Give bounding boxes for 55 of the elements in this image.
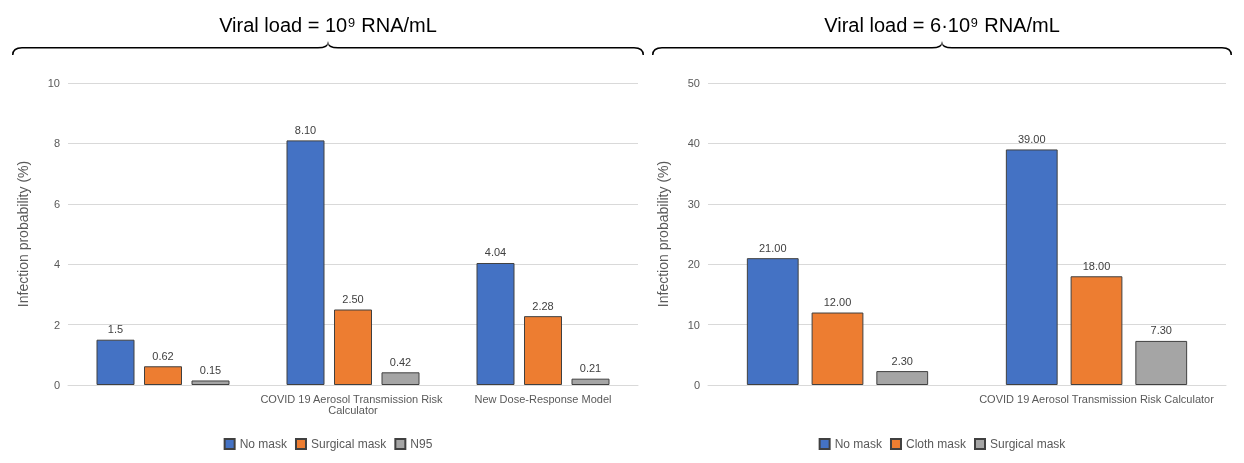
- legend-label: No mask: [239, 437, 288, 451]
- y-tick-label: 8: [53, 137, 60, 150]
- y-tick-label: 50: [687, 77, 700, 89]
- chart-title: Viral load = 6·10⁹ RNA/mL: [824, 14, 1060, 36]
- data-label: 2.50: [342, 293, 364, 305]
- data-label: 0.21: [579, 362, 602, 375]
- bar: [476, 262, 515, 385]
- y-tick-label: 4: [53, 258, 60, 271]
- y-tick-label: 0: [693, 379, 700, 391]
- y-tick-label: 40: [687, 137, 700, 150]
- y-tick-label: 10: [47, 77, 60, 89]
- chart-title: Viral load = 10⁹ RNA/mL: [219, 14, 437, 36]
- y-tick-label: 30: [687, 197, 700, 210]
- legend-label: Cloth mask: [905, 437, 967, 451]
- bar: [1005, 149, 1058, 385]
- data-label: 1.5: [107, 323, 124, 336]
- data-label: 18.00: [1082, 259, 1111, 272]
- y-tick-label: 6: [53, 197, 60, 210]
- legend-label: Surgical mask: [310, 437, 388, 451]
- bar: [1135, 340, 1188, 385]
- bar: [144, 366, 182, 385]
- data-label: 21.00: [758, 241, 787, 254]
- x-tick-label: New Dose-Response Model: [474, 392, 612, 405]
- data-label: 2.30: [891, 354, 913, 367]
- legend-label: Surgical mask: [990, 437, 1067, 451]
- data-label: 39.00: [1017, 132, 1046, 145]
- x-tick-label: COVID 19 Aerosol Transmission Risk Calculator: [260, 392, 446, 416]
- y-axis-title: Infection probability (%): [655, 160, 671, 308]
- bar: [191, 380, 230, 385]
- y-tick-label: 10: [687, 318, 700, 331]
- bar: [811, 312, 864, 385]
- data-label: 7.30: [1150, 324, 1172, 337]
- bar: [746, 258, 799, 385]
- legend-label: N95: [410, 437, 433, 451]
- data-label: 8.10: [294, 123, 317, 136]
- bar: [876, 371, 929, 385]
- data-label: 0.15: [199, 363, 222, 376]
- bar: [286, 140, 325, 385]
- bar: [524, 316, 562, 385]
- data-label: 2.28: [532, 299, 554, 312]
- bar: [334, 309, 372, 385]
- x-tick-label: COVID 19 Aerosol Transmission Risk Calculator: [979, 392, 1215, 405]
- y-tick-label: 2: [53, 318, 60, 331]
- bar: [381, 372, 420, 385]
- y-axis-title: Infection probability (%): [15, 160, 31, 308]
- y-tick-label: 0: [53, 379, 60, 391]
- y-tick-label: 20: [687, 258, 700, 271]
- data-label: 0.62: [152, 349, 174, 362]
- data-label: 4.04: [484, 246, 507, 259]
- bar: [96, 339, 135, 385]
- legend-label: No mask: [834, 437, 883, 451]
- data-label: 12.00: [823, 296, 852, 309]
- bar: [1070, 276, 1123, 385]
- bar: [571, 378, 610, 385]
- data-label: 0.42: [389, 355, 412, 368]
